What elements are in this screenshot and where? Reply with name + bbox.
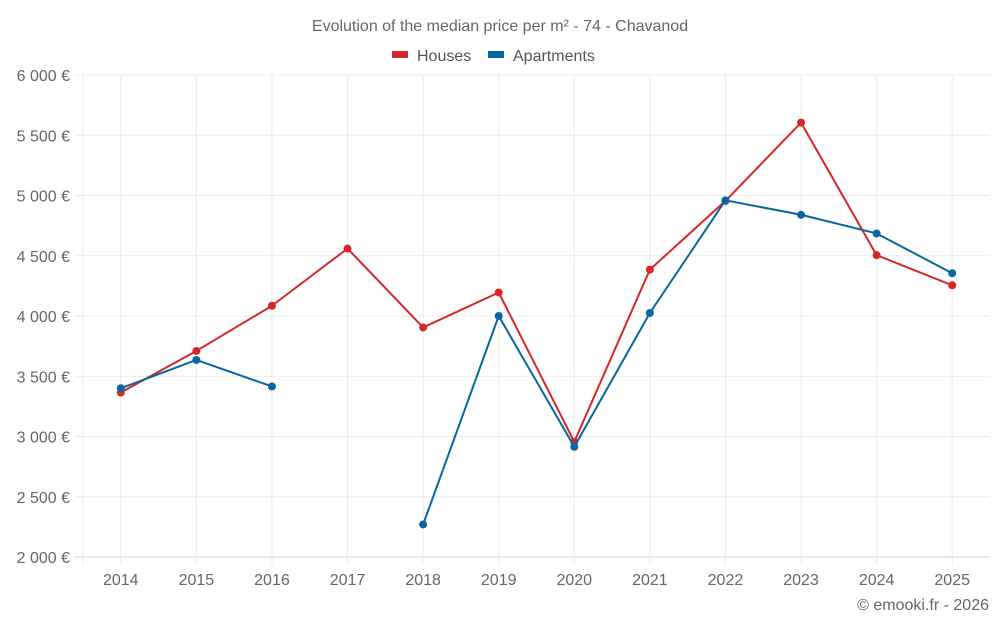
- series-apartments: [116, 196, 957, 529]
- legend-label: Apartments: [513, 48, 595, 65]
- x-tick-label: 2017: [330, 572, 366, 589]
- credit-text: © emooki.fr - 2026: [857, 597, 989, 614]
- data-point: [419, 323, 428, 332]
- data-point: [797, 210, 806, 219]
- y-tick-label: 3 500 €: [17, 369, 70, 386]
- x-tick-label: 2022: [708, 572, 744, 589]
- series-houses: [116, 118, 957, 446]
- y-tick-label: 4 000 €: [17, 309, 70, 326]
- x-tick-label: 2014: [103, 572, 139, 589]
- y-tick-label: 6 000 €: [17, 68, 70, 85]
- y-tick-label: 2 000 €: [17, 550, 70, 567]
- y-axis: 2 000 € 2 500 € 3 000 € 3 500 € 4 000 € 4 500…: [17, 68, 70, 567]
- data-point: [797, 118, 806, 127]
- x-tick-label: 2021: [632, 572, 668, 589]
- data-point: [343, 244, 352, 253]
- data-point: [494, 288, 503, 297]
- data-point: [948, 281, 957, 290]
- data-point: [192, 346, 201, 355]
- data-point: [948, 269, 957, 278]
- legend-swatch: [488, 51, 504, 58]
- y-tick-label: 4 500 €: [17, 249, 70, 266]
- x-tick-label: 2016: [254, 572, 290, 589]
- series-line: [120, 121, 953, 443]
- x-tick-label: 2025: [934, 572, 970, 589]
- x-tick-label: 2020: [556, 572, 592, 589]
- legend-label: Houses: [417, 48, 471, 65]
- data-point: [645, 308, 654, 317]
- legend: Houses Apartments: [392, 48, 595, 65]
- x-axis: 2014 2015 2016 2017 2018 2019 2020 2021 2022 2023…: [103, 572, 970, 589]
- x-tick-label: 2019: [481, 572, 517, 589]
- data-point: [192, 355, 201, 364]
- series-line: [422, 199, 953, 525]
- data-point: [494, 312, 503, 320]
- x-tick-label: 2023: [783, 572, 819, 589]
- y-tick-label: 5 000 €: [17, 189, 70, 206]
- gridlines: [75, 74, 990, 565]
- y-tick-label: 2 500 €: [17, 490, 70, 507]
- legend-swatch: [392, 51, 408, 58]
- plot-area: [116, 118, 957, 529]
- x-tick-label: 2015: [179, 572, 215, 589]
- data-point: [872, 251, 881, 260]
- data-point: [721, 196, 730, 205]
- data-point: [872, 229, 881, 238]
- data-point: [570, 442, 579, 451]
- data-point: [267, 382, 276, 391]
- chart-title: Evolution of the median price per m² - 7…: [312, 18, 688, 35]
- data-point: [116, 384, 125, 393]
- x-tick-label: 2024: [859, 572, 895, 589]
- x-tick-label: 2018: [405, 572, 441, 589]
- data-point: [267, 301, 276, 310]
- data-point: [419, 520, 428, 529]
- y-tick-label: 3 000 €: [17, 430, 70, 447]
- y-tick-label: 5 500 €: [17, 128, 70, 145]
- data-point: [645, 265, 654, 274]
